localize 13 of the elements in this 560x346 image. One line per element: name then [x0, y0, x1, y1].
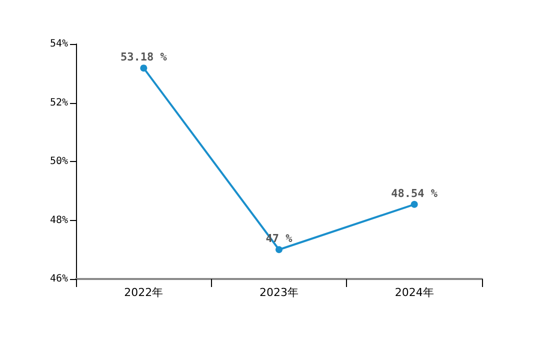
point [140, 64, 148, 72]
y-tick-label: 54% [50, 38, 68, 50]
point [410, 200, 418, 208]
data-label: 53.18 % [120, 50, 168, 64]
x-tick-label: 2022年 [124, 286, 164, 299]
y-tick-label: 46% [50, 274, 68, 284]
data-label: 48.54 % [391, 186, 438, 200]
y-tick-label: 50% [50, 156, 68, 167]
x-tick-label: 2023年 [260, 286, 298, 299]
y-tick-label: 48% [50, 214, 68, 226]
x-tick-label: 2024年 [394, 286, 434, 299]
point [276, 246, 282, 254]
y-tick-label: 52% [50, 97, 68, 108]
